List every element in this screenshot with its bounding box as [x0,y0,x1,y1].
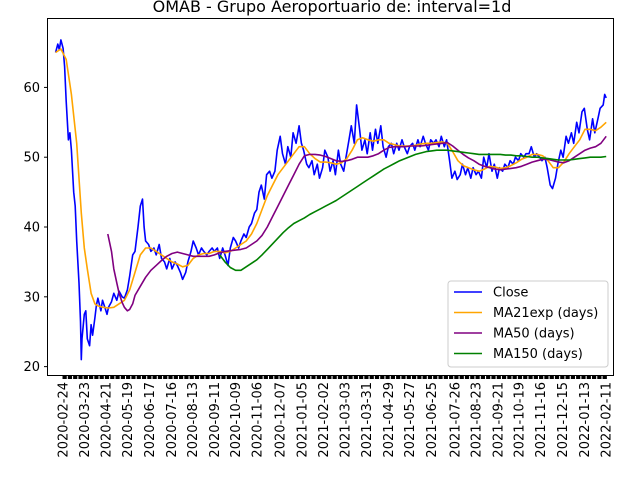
x-minor-tick-marks [62,375,607,379]
x-tick-label: 2021-09-21 [492,382,507,458]
y-tick-label: 50 [23,151,40,166]
series-line-2 [107,135,607,312]
x-tick-label: 2020-09-11 [208,382,223,458]
x-tick-label: 2021-06-25 [425,382,440,458]
legend-label-2: MA50 (days) [493,327,575,342]
x-tick-label: 2021-02-02 [317,382,332,458]
chart-title: OMAB - Grupo Aeroportuario de: interval=… [153,0,512,16]
x-tick-label: 2021-01-05 [296,382,311,458]
legend-box [447,280,609,368]
x-axis: 2020-02-24 2020-03-23 2020-04-21 2020-05-19… [57,375,615,458]
y-tick-label: 60 [23,81,40,96]
legend-label-3: MA150 (days) [493,347,583,362]
x-tick-label: 2021-12-15 [556,382,571,458]
x-tick-label: 2020-06-17 [143,382,158,458]
x-tick-label: 2020-04-21 [100,382,115,458]
x-tick-label: 2021-05-27 [403,382,418,458]
legend-label-0: Close [493,286,528,301]
x-tick-label: 2021-03-31 [360,382,375,458]
x-tick-label: 2021-03-03 [339,382,354,458]
series-layer [54,39,607,361]
x-tick-label: 2021-11-16 [534,382,549,458]
y-axis: 20 30 40 50 60 [23,81,48,375]
x-tick-label: 2022-01-13 [578,382,593,458]
x-tick-label: 2020-05-19 [121,382,136,458]
y-tick-label: 30 [23,290,40,305]
x-tick-label: 2020-02-24 [57,382,72,458]
series-line-1 [55,48,607,309]
legend: Close MA21exp (days) MA50 (days) MA150 (day… [447,280,609,368]
x-tick-label: 2021-08-23 [470,382,485,458]
x-tick-label: 2020-11-06 [250,382,265,458]
y-tick-label: 20 [23,360,40,375]
x-tick-label: 2021-07-26 [448,382,463,458]
x-tick-label: 2020-10-09 [229,382,244,458]
x-tick-label: 2021-10-19 [513,382,528,458]
x-tick-label: 2020-03-23 [78,382,93,458]
legend-label-1: MA21exp (days) [493,306,598,321]
x-tick-label: 2020-08-13 [186,382,201,458]
x-tick-label: 2021-04-29 [382,382,397,458]
y-tick-label: 40 [23,221,40,236]
x-tick-label: 2020-07-16 [165,382,180,458]
series-line-3 [219,149,607,272]
x-tick-label: 2022-02-11 [600,382,615,458]
x-tick-label: 2020-12-07 [274,382,289,458]
series-line-0 [54,39,607,361]
